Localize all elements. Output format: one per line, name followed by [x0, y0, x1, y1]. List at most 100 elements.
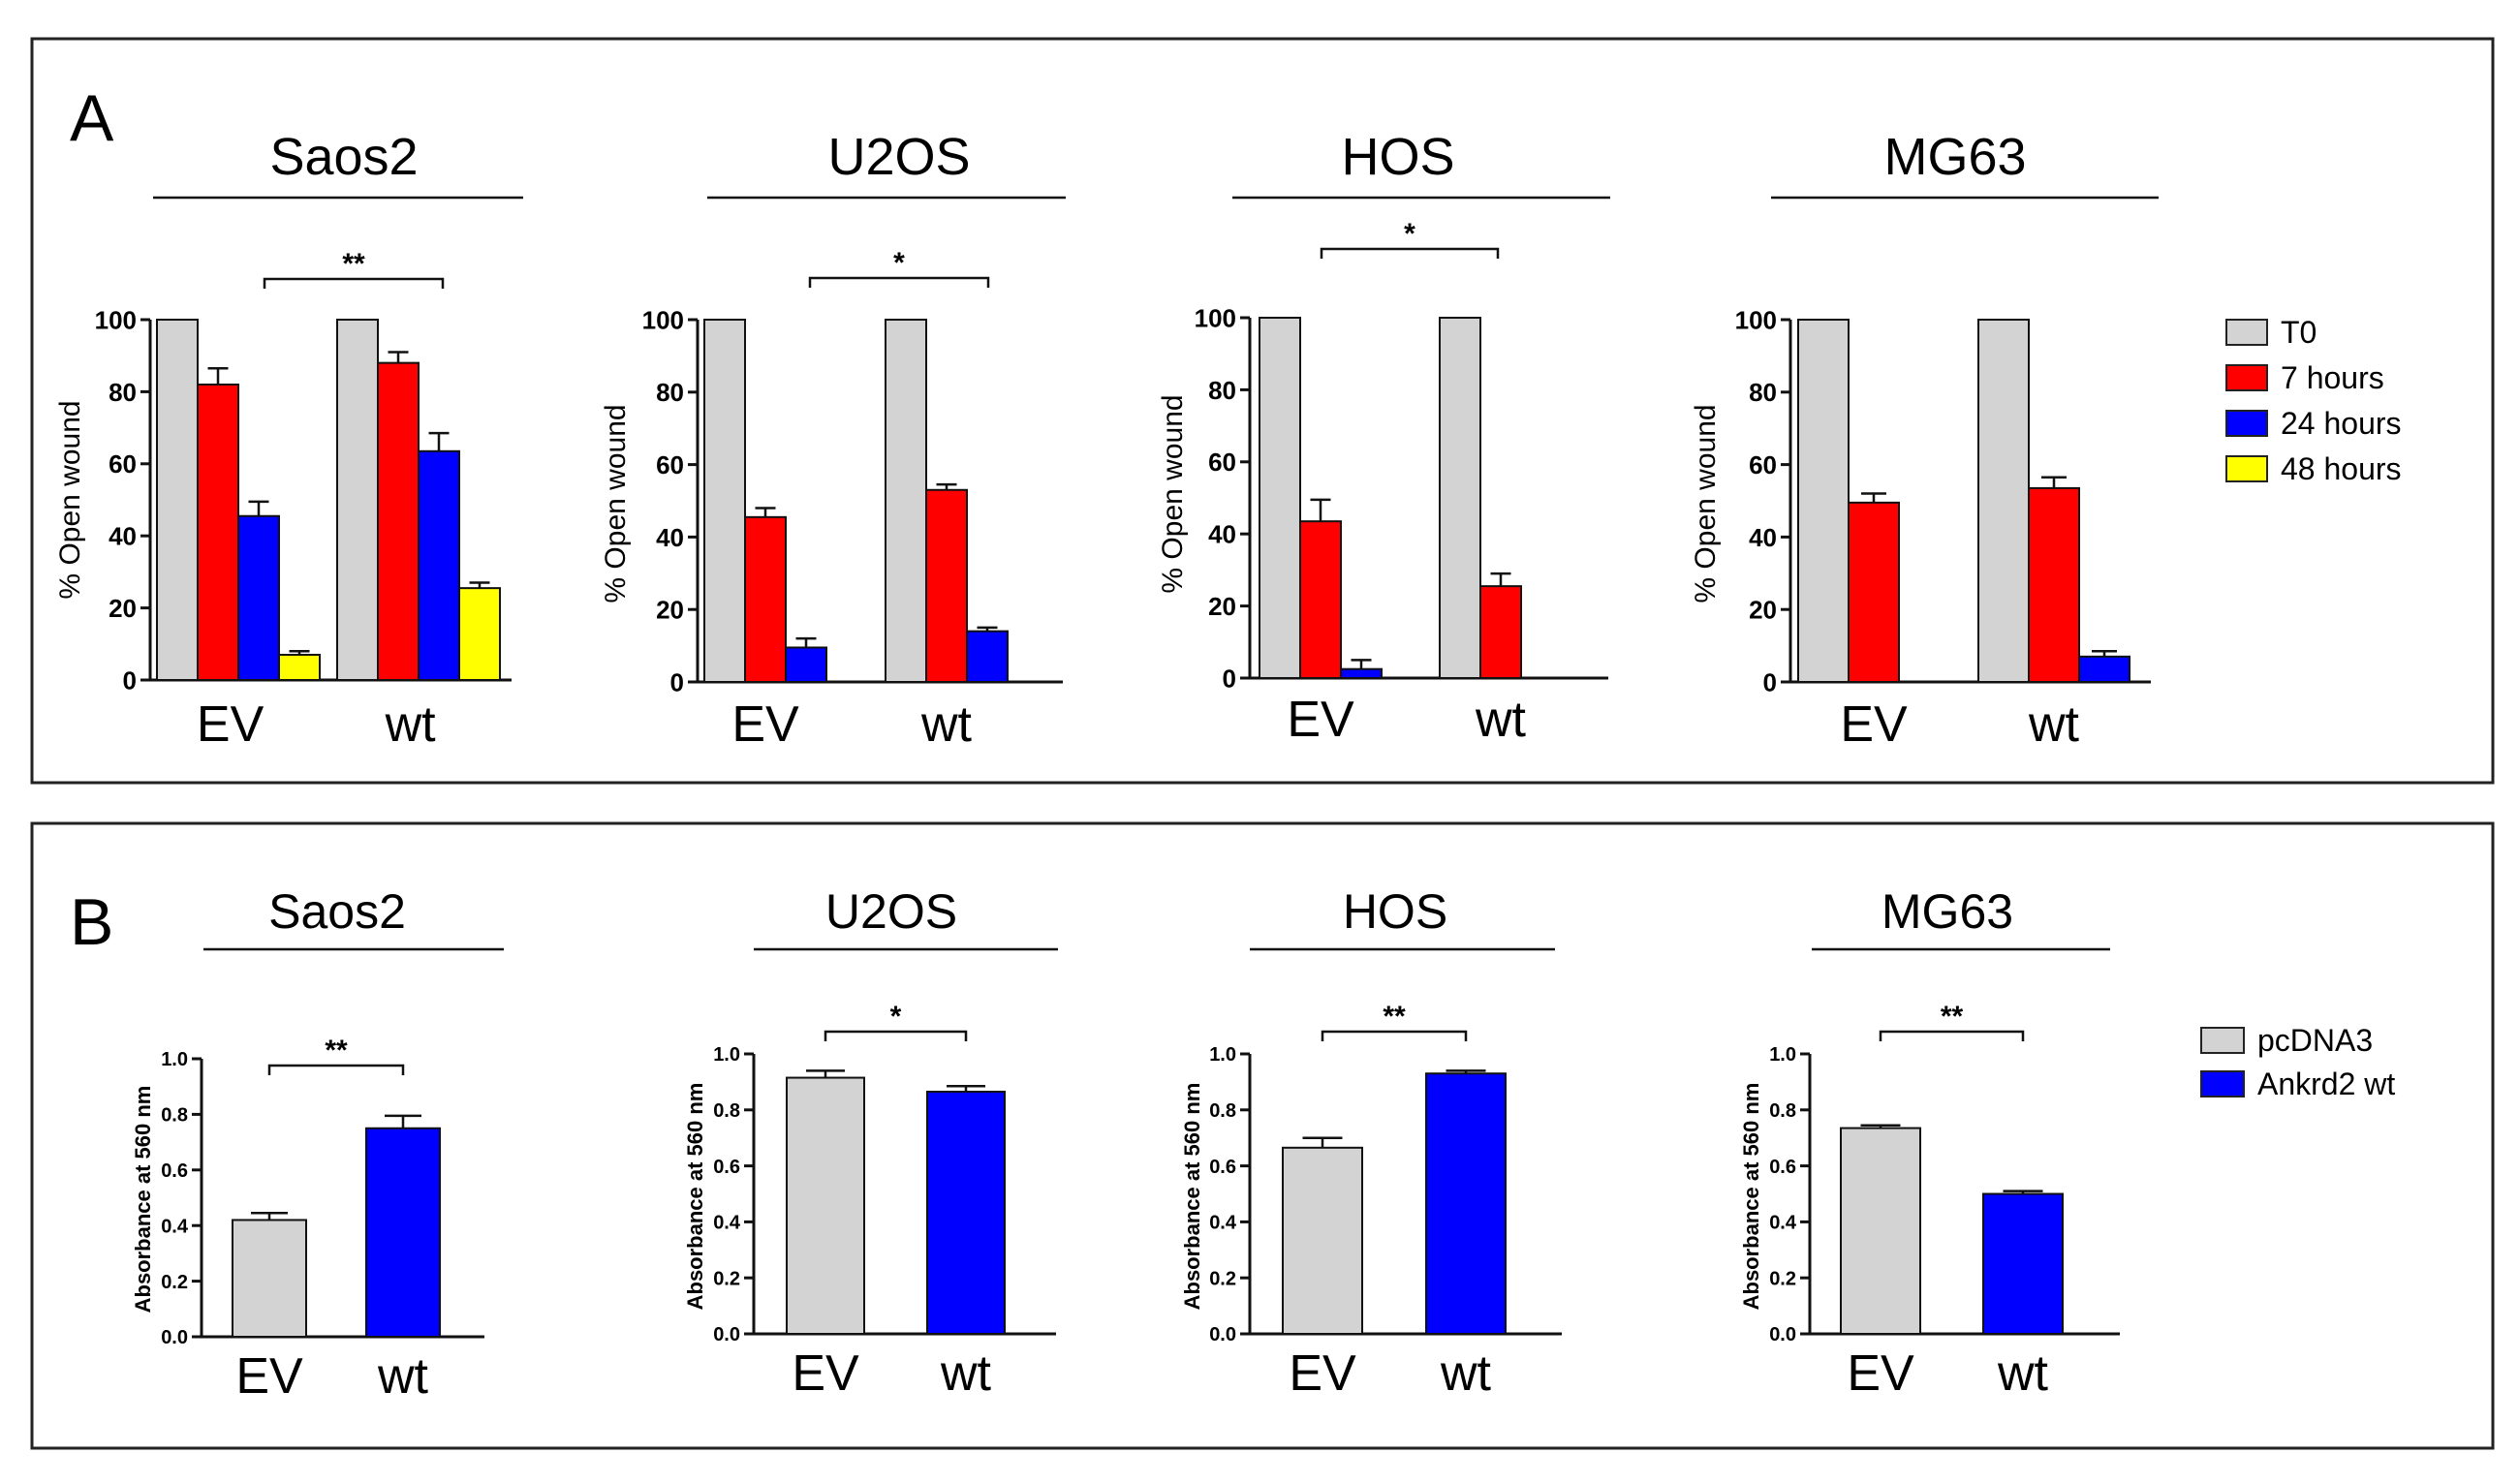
- b-saos2-y-tick-label-0-6: 0.6: [161, 1160, 188, 1182]
- a-saos2-significance-bracket: [263, 277, 445, 289]
- a-u2os-y-label: % Open wound: [600, 404, 632, 603]
- a-saos2-y-tick-label-20: 20: [109, 594, 137, 623]
- legend-label-24-hours: 24 hours: [2281, 406, 2402, 441]
- b-u2os-y-tick-label-1-0: 1.0: [713, 1044, 740, 1066]
- a-saos2-bar-ev-7-hours: [197, 383, 239, 681]
- a-mg63-y-tick-label-40: 40: [1749, 523, 1777, 552]
- a-u2os-y-tick-label-80: 80: [656, 378, 684, 407]
- a-saos2-x-tick-label-wt: wt: [385, 696, 437, 753]
- b-u2os-title: U2OS: [825, 884, 957, 939]
- a-mg63-x-tick-label-ev: EV: [1840, 696, 1908, 753]
- legend-item-7-hours: 7 hours: [2225, 360, 2384, 395]
- b-u2os-significance-label: *: [890, 1001, 902, 1033]
- a-mg63-y-label: % Open wound: [1690, 404, 1722, 603]
- legend-label-ankrd2-wt: Ankrd2 wt: [2257, 1067, 2395, 1101]
- legend-item-t0: T0: [2225, 315, 2317, 350]
- legend-swatch-24-hours: [2225, 410, 2268, 437]
- a-u2os-bar-wt-24-hours: [966, 630, 1009, 684]
- a-mg63-x-tick-label-wt: wt: [2028, 696, 2080, 753]
- b-mg63-x-tick-label-ev: EV: [1847, 1345, 1914, 1402]
- legend-label-48-hours: 48 hours: [2281, 451, 2402, 486]
- b-saos2-bar-ev-value: [232, 1219, 307, 1338]
- b-hos-y-label: Absorbance at 560 nm: [1180, 1083, 1204, 1311]
- b-u2os-x-tick-label-wt: wt: [940, 1345, 992, 1402]
- a-mg63-bar-wt-7-hours: [2028, 486, 2080, 683]
- legend-item-48-hours: 48 hours: [2225, 451, 2402, 486]
- a-hos-chart: HOS 0 20 40 60 80 100 % Open wound EV wt *: [1157, 128, 1610, 748]
- a-u2os-y-tick-label-0: 0: [670, 667, 684, 696]
- b-u2os-significance-bracket: [824, 1030, 968, 1041]
- a-saos2-title: Saos2: [269, 128, 418, 186]
- b-hos-significance-bracket: [1321, 1030, 1468, 1041]
- b-saos2-y-tick-label-0-8: 0.8: [161, 1105, 188, 1127]
- b-mg63-y-tick-label-1-0: 1.0: [1769, 1044, 1796, 1066]
- a-mg63-y-tick-label-80: 80: [1749, 378, 1777, 407]
- a-hos-bar-ev-24-hours: [1340, 667, 1383, 680]
- b-mg63-significance-label: **: [1941, 1001, 1964, 1033]
- a-u2os-y-tick-label-40: 40: [656, 523, 684, 552]
- b-hos-y-tick-label-0-0: 0.0: [1209, 1324, 1236, 1345]
- a-mg63-bar-ev-7-hours: [1848, 501, 1900, 683]
- a-saos2-y-tick-label-40: 40: [109, 522, 137, 551]
- legend-swatch-ankrd2-wt: [2200, 1070, 2245, 1098]
- a-u2os-y-tick-label-100: 100: [642, 305, 684, 334]
- b-hos-bar-wt-value: [1425, 1072, 1507, 1335]
- b-u2os-y-tick-label-0-6: 0.6: [713, 1157, 740, 1178]
- a-saos2-y-tick-label-80: 80: [109, 378, 137, 407]
- a-mg63-bar-wt-24-hours: [2078, 655, 2130, 684]
- b-u2os-bar-ev-value: [786, 1076, 865, 1335]
- b-u2os-y-tick-label-0-4: 0.4: [713, 1213, 741, 1234]
- a-hos-y-tick-label-80: 80: [1208, 376, 1236, 405]
- a-mg63-bar-ev-t0: [1797, 319, 1850, 683]
- b-mg63-significance-bracket: [1879, 1030, 2025, 1041]
- b-saos2-y-tick-label-1-0: 1.0: [161, 1049, 188, 1070]
- b-saos2-x-tick-label-ev: EV: [235, 1348, 303, 1405]
- a-mg63-title: MG63: [1883, 128, 2026, 186]
- a-hos-significance-bracket: [1320, 247, 1500, 259]
- a-u2os-chart: U2OS 0 20 40 60 80 100 % Open wound EV wt *: [600, 128, 1066, 753]
- a-hos-y-tick-label-60: 60: [1208, 448, 1236, 477]
- a-saos2-bar-ev-t0: [156, 319, 199, 681]
- b-hos-y-tick-label-1-0: 1.0: [1209, 1044, 1236, 1066]
- a-mg63-chart: MG63 0 20 40 60 80 100 % Open wound EV wt: [1690, 128, 2159, 753]
- b-saos2-y-tick-label-0-4: 0.4: [161, 1216, 189, 1237]
- b-u2os-y-tick-label-0-0: 0.0: [713, 1324, 740, 1345]
- a-u2os-x-tick-label-ev: EV: [731, 696, 799, 753]
- b-hos-y-tick-label-0-4: 0.4: [1209, 1213, 1237, 1234]
- panel-b-legend: pcDNA3 Ankrd2 wt: [2200, 1023, 2395, 1101]
- b-hos-y-tick-label-0-6: 0.6: [1209, 1157, 1236, 1178]
- panel-a-legend: T0 7 hours 24 hours 48 hours: [2225, 315, 2402, 486]
- a-hos-significance-label: *: [1404, 218, 1415, 250]
- panel-b-label: B: [70, 885, 113, 959]
- legend-label-t0: T0: [2281, 315, 2317, 350]
- a-saos2-significance-label: **: [342, 248, 365, 280]
- legend-swatch-pcdna3: [2200, 1027, 2245, 1054]
- a-hos-y-tick-label-20: 20: [1208, 592, 1236, 621]
- b-u2os-bar-wt-value: [926, 1091, 1006, 1336]
- a-hos-bar-wt-t0: [1439, 317, 1481, 679]
- legend-item-24-hours: 24 hours: [2225, 406, 2402, 441]
- a-hos-x-tick-label-ev: EV: [1287, 692, 1354, 748]
- a-hos-title: HOS: [1341, 128, 1454, 186]
- a-u2os-title: U2OS: [827, 128, 970, 186]
- a-saos2-bar-ev-24-hours: [237, 514, 280, 681]
- b-saos2-x-tick-label-wt: wt: [377, 1348, 429, 1405]
- a-u2os-bar-ev-7-hours: [744, 515, 787, 684]
- b-u2os-x-tick-label-ev: EV: [792, 1345, 859, 1402]
- a-hos-bar-ev-7-hours: [1299, 520, 1342, 679]
- legend-label-pcdna3: pcDNA3: [2257, 1023, 2373, 1058]
- legend-swatch-t0: [2225, 319, 2268, 346]
- a-u2os-significance-bracket: [808, 276, 990, 288]
- b-u2os-chart: U2OS 0.0 0.2 0.4 0.6 0.8 1.0 Absorbance at 560 …: [683, 884, 1058, 1402]
- b-u2os-y-tick-label-0-8: 0.8: [713, 1100, 740, 1122]
- panel-a-label: A: [70, 81, 114, 155]
- b-saos2-chart: Saos2 0.0 0.2 0.4 0.6 0.8 1.0 Absorbance at 560…: [131, 884, 504, 1405]
- b-mg63-title: MG63: [1881, 884, 2013, 939]
- b-saos2-y-label: Absorbance at 560 nm: [131, 1086, 155, 1314]
- a-u2os-bar-wt-7-hours: [925, 488, 968, 683]
- b-hos-title: HOS: [1343, 884, 1447, 939]
- b-mg63-y-tick-label-0-8: 0.8: [1769, 1100, 1796, 1122]
- b-hos-x-tick-label-ev: EV: [1289, 1345, 1356, 1402]
- a-saos2-bar-wt-t0: [336, 319, 379, 681]
